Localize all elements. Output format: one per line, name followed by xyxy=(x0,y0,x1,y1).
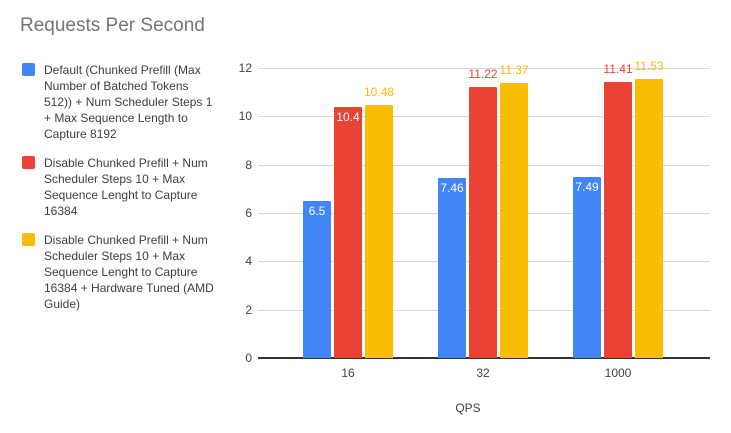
bar xyxy=(303,201,331,358)
bar-value-label: 11.41 xyxy=(603,62,633,76)
bar-value-label: 7.46 xyxy=(440,181,464,195)
x-axis-title: QPS xyxy=(455,401,481,415)
legend-item-label: Disable Chunked Prefill + Num Scheduler … xyxy=(44,233,214,311)
y-axis-tick-label: 8 xyxy=(245,158,252,172)
bar-value-label: 10.48 xyxy=(363,85,395,99)
bar xyxy=(573,177,601,358)
chart-title: Requests Per Second xyxy=(20,15,205,36)
legend-item-1: Disable Chunked Prefill + Num Scheduler … xyxy=(22,155,218,219)
bar xyxy=(635,79,663,358)
y-axis-tick-label: 12 xyxy=(238,61,252,75)
bar-value-label: 6.5 xyxy=(308,204,326,218)
x-axis-tick-label: 16 xyxy=(341,366,355,380)
legend-item-0: Default (Chunked Prefill (Max Number of … xyxy=(22,62,218,142)
bar xyxy=(438,178,466,358)
bar-value-label: 11.37 xyxy=(499,63,529,77)
bar xyxy=(469,87,497,358)
bar xyxy=(334,107,362,358)
y-axis-tick-label: 6 xyxy=(245,206,252,220)
y-axis-tick-label: 4 xyxy=(245,254,252,268)
legend-item-label: Disable Chunked Prefill + Num Scheduler … xyxy=(44,156,208,218)
bar xyxy=(365,105,393,358)
y-axis-tick-label: 10 xyxy=(238,109,252,123)
bar-value-label: 11.22 xyxy=(468,67,498,81)
x-axis-tick-label: 1000 xyxy=(604,366,632,380)
bar-value-label: 10.4 xyxy=(336,110,360,124)
bar-value-label: 11.53 xyxy=(634,59,664,73)
bar xyxy=(604,82,632,358)
legend-swatch-icon xyxy=(22,156,35,169)
bar xyxy=(500,83,528,358)
y-axis-tick-label: 2 xyxy=(245,303,252,317)
y-axis-tick-label: 0 xyxy=(245,351,252,365)
legend-swatch-icon xyxy=(22,63,35,76)
legend-swatch-icon xyxy=(22,233,35,246)
legend-item-2: Disable Chunked Prefill + Num Scheduler … xyxy=(22,232,218,312)
legend: Default (Chunked Prefill (Max Number of … xyxy=(22,62,218,312)
legend-item-label: Default (Chunked Prefill (Max Number of … xyxy=(44,63,213,141)
x-axis-line xyxy=(258,357,710,359)
gridline xyxy=(258,68,710,69)
x-axis-tick-label: 32 xyxy=(476,366,490,380)
bar-value-label: 7.49 xyxy=(575,180,599,194)
